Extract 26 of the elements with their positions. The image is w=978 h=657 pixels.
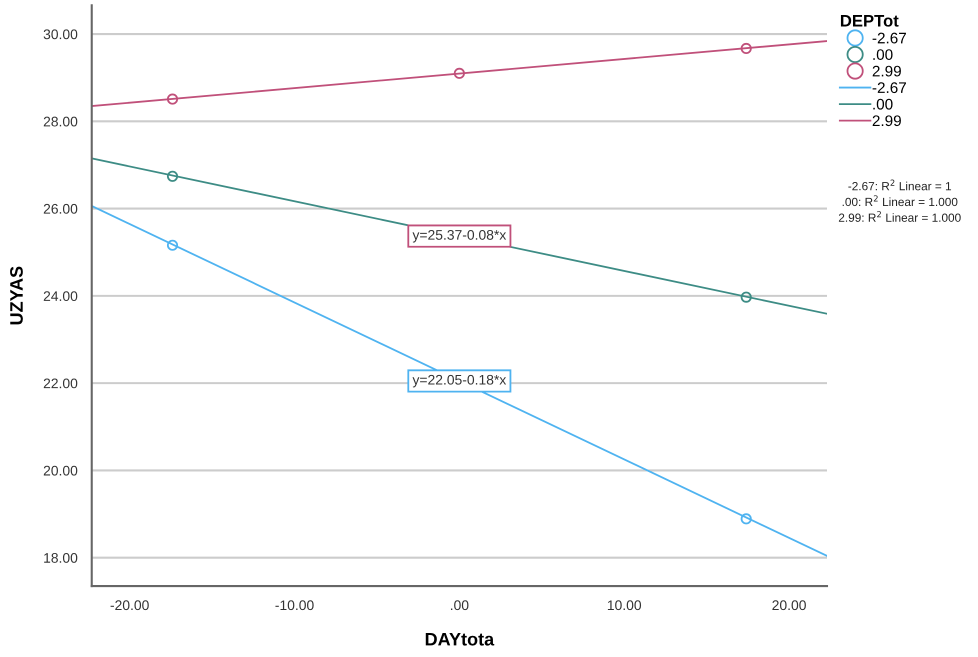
- x-tick-label: 20.00: [772, 600, 806, 610]
- text: 2.99: R$^{2}$ Linear = 1.000: [838, 211, 961, 222]
- annotation: y=25.37-0.08*x: [412, 230, 506, 243]
- y-tick-label: 26.00: [44, 204, 78, 214]
- x-axis-title: DAYtota: [426, 632, 494, 646]
- legend-label: 2.99: [872, 66, 901, 77]
- legend-title: DEPTot: [840, 15, 899, 27]
- y-axis-title: UZYAS: [10, 266, 23, 324]
- y-tick-label: 20.00: [44, 466, 78, 476]
- legend-label: .00: [873, 98, 893, 110]
- x-tick-label: -20.00: [110, 600, 149, 610]
- x-tick-label: 10.00: [608, 600, 642, 610]
- legend-label: .00: [873, 49, 893, 60]
- y-tick-label: 28.00: [44, 116, 78, 126]
- annotation: y=22.05-0.18*x: [412, 374, 506, 388]
- y-tick-label: 30.00: [44, 29, 78, 40]
- y-tick-label: 24.00: [44, 291, 78, 302]
- text: .00: R$^{2}$ Linear = 1.000: [842, 195, 958, 206]
- y-tick-label: 18.00: [44, 553, 78, 563]
- x-tick-label: .00: [450, 600, 468, 610]
- x-tick-label: -10.00: [275, 600, 314, 610]
- y-tick-label: 22.00: [44, 378, 78, 388]
- legend-label: -2.67: [872, 82, 906, 94]
- legend-label: -2.67: [872, 32, 906, 44]
- legend-label: 2.99: [872, 115, 901, 126]
- text: -2.67: R$^{2}$ Linear = 1: [848, 180, 952, 190]
